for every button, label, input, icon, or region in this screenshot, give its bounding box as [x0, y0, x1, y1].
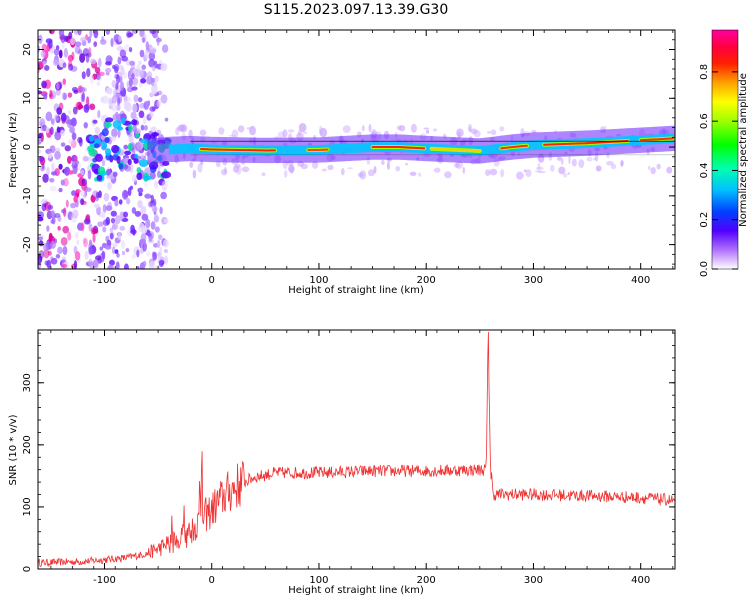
colorbar-tick-label: 0.4 — [699, 162, 710, 178]
colorbar-tick-label: 0.6 — [699, 113, 710, 129]
x-tick-label: 200 — [417, 275, 436, 286]
y-tick-label: 20 — [22, 43, 33, 56]
spectrogram-y-label: Frequency (Hz) — [8, 112, 19, 188]
spectrogram-frame — [37, 29, 676, 270]
y-tick-label: 10 — [22, 92, 33, 105]
y-tick-label: -20 — [22, 236, 33, 252]
colorbar-ticks: 0.0 0.2 0.4 0.6 0.8 — [699, 64, 738, 277]
x-tick-label: 400 — [631, 275, 650, 286]
y-tick-label: 200 — [22, 435, 33, 454]
x-tick-label: 0 — [209, 275, 215, 286]
y-tick-label: -10 — [22, 188, 33, 204]
snr-frame — [37, 329, 676, 570]
y-tick-label: 0 — [22, 144, 33, 150]
spectrogram-x-label: Height of straight line (km) — [288, 285, 424, 296]
x-tick-label: -100 — [93, 575, 116, 586]
snr-y-label: SNR (10 * v/v) — [8, 414, 19, 485]
snr-x-label: Height of straight line (km) — [288, 585, 424, 596]
colorbar-tick-label: 0.2 — [699, 212, 710, 228]
colorbar: 0.0 0.2 0.4 0.6 0.8 Normalized spectral ampl… — [699, 29, 749, 277]
x-tick-label: 400 — [631, 575, 650, 586]
x-tick-label: 300 — [524, 575, 543, 586]
x-tick-label: 100 — [309, 575, 328, 586]
snr-ticks: -100 0 100 200 300 400 0 100 200 300 — [22, 330, 675, 586]
y-tick-label: 100 — [22, 497, 33, 516]
y-tick-label: 0 — [22, 566, 33, 572]
x-tick-label: 0 — [209, 575, 215, 586]
colorbar-gradient — [711, 29, 739, 270]
colorbar-tick-label: 0.0 — [699, 261, 710, 277]
colorbar-tick-label: 0.8 — [699, 64, 710, 80]
figure-title: S115.2023.097.13.39.G30 — [264, 2, 449, 18]
colorbar-label: Normalized spectral amplitude — [738, 73, 749, 227]
x-tick-label: 200 — [417, 575, 436, 586]
y-tick-label: 300 — [22, 373, 33, 392]
snr-series-line — [38, 331, 675, 568]
snr-panel: -100 0 100 200 300 400 0 100 200 300 Height of st… — [8, 329, 676, 596]
x-tick-label: 100 — [309, 275, 328, 286]
x-tick-label: 300 — [524, 275, 543, 286]
x-tick-label: -100 — [93, 275, 116, 286]
spectrogram-ridge — [147, 125, 675, 165]
